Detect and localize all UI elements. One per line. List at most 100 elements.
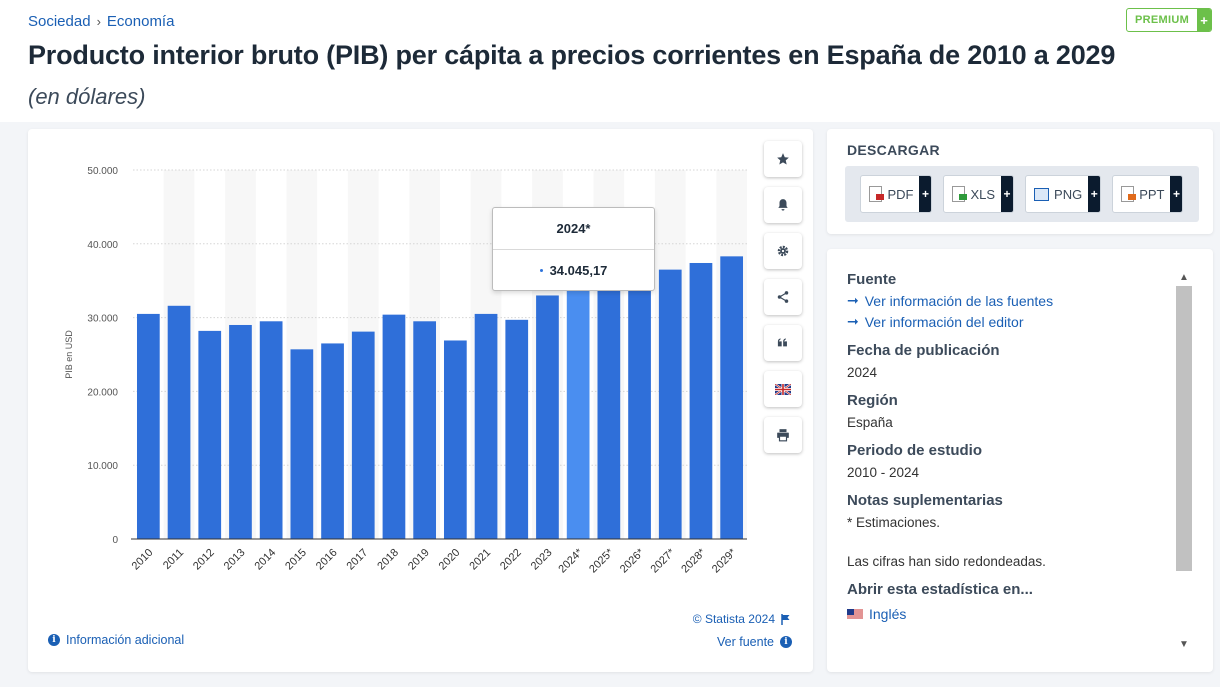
x-tick-label: 2017 [345, 547, 371, 573]
print-icon[interactable] [764, 417, 802, 453]
view-source-label: Ver fuente [717, 635, 774, 649]
download-buttons: PDF + XLS + PNG + PPT + [845, 166, 1199, 222]
bar-2028 [689, 262, 713, 539]
share-icon[interactable] [764, 279, 802, 315]
x-tick-label: 2013 [222, 547, 248, 573]
info-content: Fuente ➞ Ver información de las fuentes ➞… [847, 263, 1167, 622]
bar-2011 [167, 305, 191, 539]
period-heading: Periodo de estudio [847, 442, 983, 459]
statista-copyright[interactable]: © Statista 2024 [693, 612, 791, 626]
premium-label: PREMIUM [1135, 14, 1190, 26]
download-ppt-button[interactable]: PPT + [1112, 175, 1184, 213]
download-xls-button[interactable]: XLS + [943, 175, 1015, 213]
additional-info-link[interactable]: i Información adicional [48, 633, 184, 647]
notes-heading: Notas suplementarias [847, 492, 1003, 509]
download-pdf-plus: + [919, 176, 932, 212]
bar-2012 [198, 330, 222, 539]
page-header: Sociedad › Economía PREMIUM + Producto i… [0, 0, 1220, 122]
quote-icon[interactable] [764, 325, 802, 361]
x-tick-label: 2023 [529, 547, 555, 573]
bell-icon[interactable] [764, 187, 802, 223]
scroll-down-icon[interactable]: ▼ [1179, 638, 1189, 650]
bar-2025 [597, 282, 621, 539]
download-ppt-plus: + [1170, 176, 1183, 212]
tooltip-value: 34.045,17 [549, 263, 608, 278]
editor-info-label: Ver información del editor [864, 313, 1024, 330]
bar-2016 [321, 343, 344, 539]
download-title: DESCARGAR [847, 142, 940, 158]
view-source-link[interactable]: Ver fuente i [717, 635, 792, 649]
gear-icon[interactable] [764, 233, 802, 269]
download-ppt-label: PPT [1139, 186, 1165, 202]
x-tick-label: 2019 [406, 547, 432, 573]
bar-2014 [259, 321, 283, 539]
bar-chart: 0 10.000 20.000 30.000 40.000 50.000 PIB en US… [64, 166, 747, 575]
x-tick-label: 2021 [467, 547, 493, 573]
x-tick-label: 2026* [618, 546, 647, 575]
breadcrumb-link-economia[interactable]: Economía [106, 13, 175, 30]
notes-value-estimates: * Estimaciones. [847, 515, 941, 530]
x-tick-label: 2028* [679, 546, 708, 575]
bar-2024 [566, 287, 590, 539]
bar-2027 [658, 269, 682, 539]
pdf-file-icon [869, 186, 885, 202]
open-english-label: Inglés [869, 606, 907, 622]
arrow-right-icon: ➞ [847, 313, 859, 329]
bar-2023 [536, 295, 559, 539]
bar-2013 [229, 324, 252, 539]
scrollbar-thumb[interactable] [1176, 286, 1192, 571]
tooltip-title: 2024* [493, 208, 654, 250]
x-tick-label: 2012 [191, 547, 217, 573]
download-png-button[interactable]: PNG + [1025, 175, 1102, 213]
download-pdf-button[interactable]: PDF + [860, 175, 933, 213]
editor-info-link[interactable]: ➞ Ver información del editor [847, 313, 1167, 330]
x-tick-label: 2018 [375, 547, 401, 573]
flag-uk-icon[interactable] [764, 371, 802, 407]
x-tick-label: 2022 [498, 547, 524, 573]
download-xls-plus: + [1001, 176, 1014, 212]
x-tick-label: 2024* [556, 546, 585, 575]
bar-2019 [413, 321, 437, 539]
x-tick-label: 2015 [283, 547, 309, 573]
breadcrumb: Sociedad › Economía [28, 13, 174, 30]
premium-badge[interactable]: PREMIUM + [1126, 8, 1213, 32]
open-english-link[interactable]: Inglés [847, 606, 1167, 622]
x-tick-label: 2020 [437, 547, 463, 573]
breadcrumb-separator: › [96, 14, 101, 29]
x-tick-label: 2025* [587, 546, 616, 575]
star-icon[interactable] [764, 141, 802, 177]
download-png-plus: + [1088, 176, 1101, 212]
y-tick-label: 50.000 [87, 166, 118, 177]
bar-2026 [628, 277, 651, 539]
y-tick-label: 40.000 [87, 240, 118, 251]
source-heading: Fuente [847, 271, 897, 288]
page-title: Producto interior bruto (PIB) per cápita… [28, 40, 1116, 70]
y-tick-label: 30.000 [87, 314, 118, 325]
publication-value: 2024 [847, 365, 878, 380]
download-xls-label: XLS [970, 186, 996, 202]
page-subtitle: (en dólares) [28, 84, 146, 109]
download-png-label: PNG [1054, 186, 1083, 202]
ppt-file-icon [1121, 186, 1137, 202]
download-card: DESCARGAR PDF + XLS + PNG + PPT + [827, 129, 1213, 234]
y-tick-label: 0 [112, 535, 118, 546]
x-tick-label: 2014 [252, 547, 278, 573]
premium-plus: + [1197, 9, 1212, 31]
y-tick-label: 20.000 [87, 387, 118, 398]
notes-value-rounded: Las cifras han sido redondeadas. [847, 554, 1046, 569]
x-tick-label: 2027* [649, 546, 678, 575]
bar-2029 [720, 256, 744, 539]
flag-us-icon [847, 608, 863, 620]
bar-2022 [505, 319, 529, 539]
chart-tooltip: 2024* 34.045,17 [492, 207, 655, 291]
breadcrumb-link-sociedad[interactable]: Sociedad [28, 13, 91, 30]
info-card: Fuente ➞ Ver información de las fuentes ➞… [827, 249, 1213, 672]
info-icon: i [780, 636, 792, 648]
scroll-up-icon[interactable]: ▲ [1179, 271, 1189, 283]
source-info-link[interactable]: ➞ Ver información de las fuentes [847, 292, 1167, 309]
region-heading: Región [847, 392, 898, 409]
open-in-heading: Abrir esta estadística en... [847, 581, 1033, 598]
download-pdf-label: PDF [887, 186, 914, 202]
chart-toolbar [764, 141, 802, 453]
x-tick-label: 2016 [314, 547, 340, 573]
